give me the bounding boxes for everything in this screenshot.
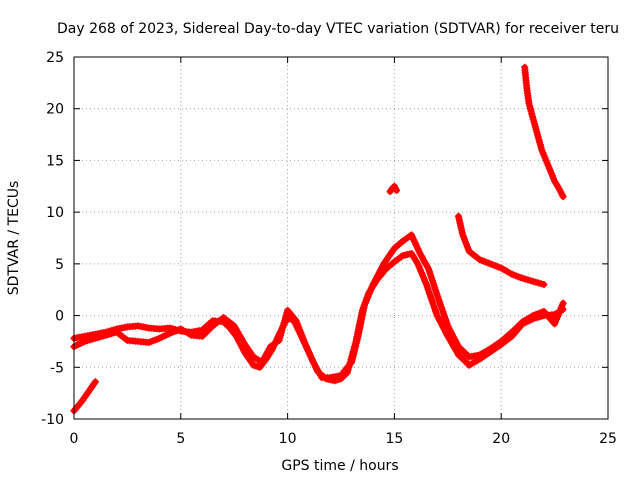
data-series: [70, 63, 567, 415]
chart-title: Day 268 of 2023, Sidereal Day-to-day VTE…: [57, 21, 619, 37]
series-1: [70, 231, 567, 382]
y-tick-label: 25: [46, 50, 64, 66]
axis-ticks: 0 5 10 15 20 25 -10 -5 0 5 10 15 20 25: [41, 50, 617, 447]
series-band: [521, 64, 567, 200]
y-tick-label: 20: [46, 102, 64, 118]
y-tick-label: 0: [55, 309, 64, 325]
grid: [74, 57, 608, 419]
x-tick-label: 20: [492, 431, 510, 447]
y-tick-label: 15: [46, 153, 64, 169]
data-point: [91, 378, 99, 386]
series-4: [455, 212, 548, 288]
series-band: [71, 250, 567, 384]
y-tick-label: 5: [55, 257, 64, 273]
x-tick-label: 10: [279, 431, 297, 447]
x-axis-label: GPS time / hours: [281, 458, 398, 474]
series-5: [521, 63, 567, 201]
series-2: [70, 378, 99, 415]
data-point: [393, 186, 400, 194]
series-band: [71, 231, 567, 381]
y-tick-label: -5: [50, 360, 64, 376]
plot-frame: [73, 56, 609, 420]
y-tick-label: -10: [41, 412, 64, 428]
y-axis-label: SDTVAR / TECUs: [6, 181, 22, 296]
data-point: [540, 281, 548, 288]
data-point: [559, 299, 567, 307]
x-tick-label: 5: [176, 431, 185, 447]
x-tick-label: 25: [599, 431, 617, 447]
x-tick-label: 15: [385, 431, 403, 447]
series-3: [386, 182, 400, 195]
series-0: [70, 250, 567, 385]
x-tick-label: 0: [70, 431, 79, 447]
data-point: [559, 193, 567, 201]
y-tick-label: 10: [46, 205, 64, 221]
